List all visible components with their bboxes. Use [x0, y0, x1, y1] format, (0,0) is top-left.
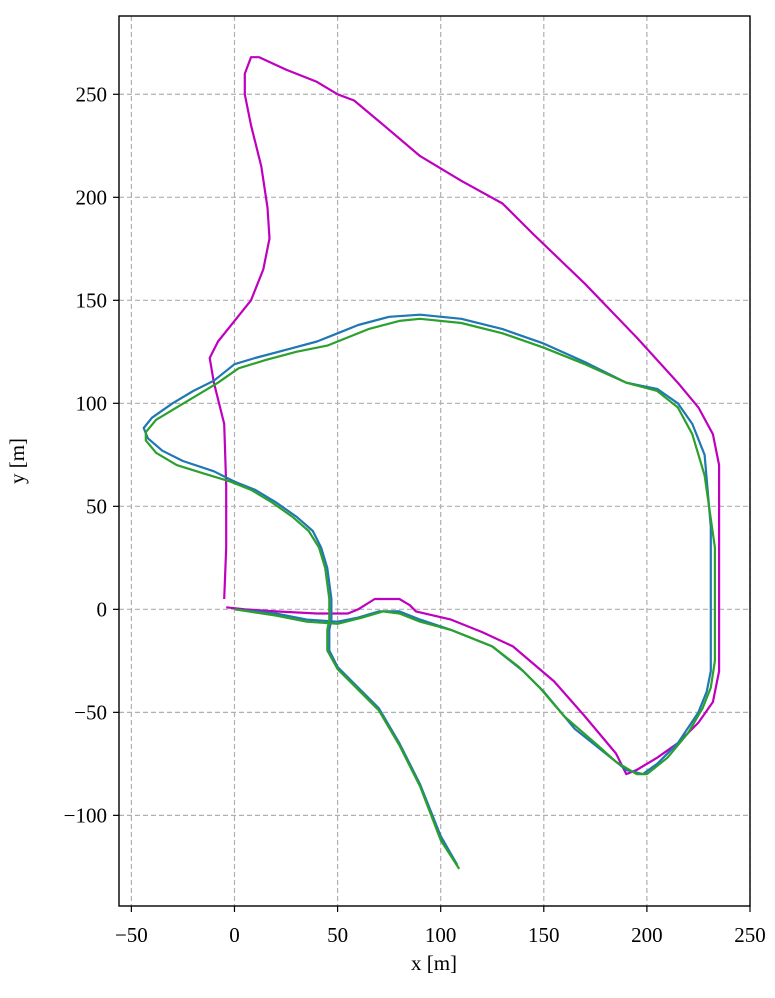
- x-tick-label: 250: [734, 923, 766, 947]
- trajectory-line: [142, 313, 712, 866]
- y-tick-label: 200: [76, 185, 108, 209]
- trajectory-line: [208, 56, 721, 776]
- y-axis-label: y [m]: [5, 438, 29, 484]
- y-tick-label: 250: [76, 82, 108, 106]
- trajectory-line: [144, 317, 716, 870]
- x-tick-label: 100: [425, 923, 457, 947]
- x-tick-label: 50: [327, 923, 348, 947]
- x-tick-label: −50: [115, 923, 148, 947]
- y-tick-label: −100: [64, 803, 107, 827]
- x-tick-label: 150: [528, 923, 560, 947]
- x-axis-label: x [m]: [411, 951, 457, 975]
- y-tick-label: 150: [76, 288, 108, 312]
- x-tick-label: 200: [631, 923, 663, 947]
- x-tick-label: 0: [229, 923, 240, 947]
- y-tick-label: 100: [76, 391, 108, 415]
- y-tick-label: −50: [74, 700, 107, 724]
- plot-frame: [118, 15, 751, 907]
- y-tick-label: 50: [86, 494, 107, 518]
- y-tick-label: 0: [97, 597, 108, 621]
